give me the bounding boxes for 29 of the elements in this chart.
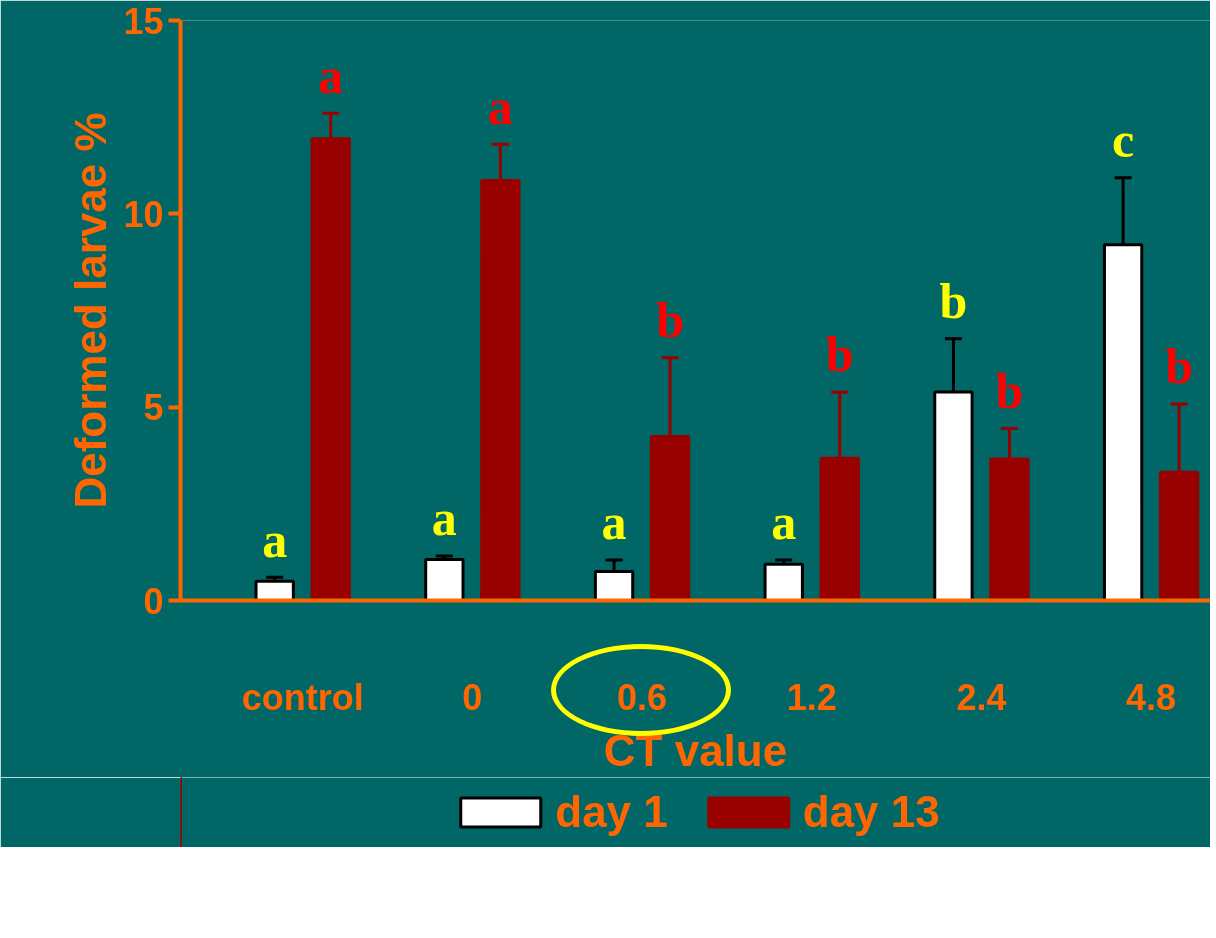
x-tick-label: 4.8 bbox=[1126, 676, 1177, 718]
data-label: b bbox=[656, 292, 684, 349]
y-tick-label: 5 bbox=[143, 387, 164, 429]
bar bbox=[763, 562, 804, 601]
data-label: a bbox=[431, 490, 457, 547]
data-label: a bbox=[771, 494, 797, 551]
y-tick-label: 0 bbox=[143, 580, 164, 622]
legend-label: day 1 bbox=[555, 787, 668, 837]
x-tick-label: 0.6 bbox=[617, 676, 668, 718]
bar bbox=[424, 558, 465, 601]
x-tick-label: 1.2 bbox=[786, 676, 837, 718]
data-label: a bbox=[318, 47, 344, 104]
data-label: b bbox=[825, 326, 854, 383]
x-tick-label: 2.4 bbox=[956, 676, 1007, 718]
data-label: b bbox=[939, 273, 968, 330]
data-label: a bbox=[487, 78, 513, 135]
y-axis-title: Deformed larvae % bbox=[66, 112, 116, 509]
y-tick-label: 15 bbox=[123, 0, 164, 42]
data-label: c bbox=[1112, 112, 1135, 169]
data-label: b bbox=[995, 362, 1024, 419]
bar bbox=[254, 579, 295, 601]
legend-label: day 13 bbox=[802, 787, 940, 837]
x-axis-title: CT value bbox=[603, 725, 788, 775]
x-tick-label: control bbox=[241, 676, 364, 718]
data-label: a bbox=[601, 494, 627, 551]
x-tick-label: 0 bbox=[462, 676, 483, 718]
data-label: b bbox=[1165, 338, 1194, 395]
data-label: a bbox=[262, 511, 288, 568]
y-tick-label: 10 bbox=[123, 193, 164, 235]
